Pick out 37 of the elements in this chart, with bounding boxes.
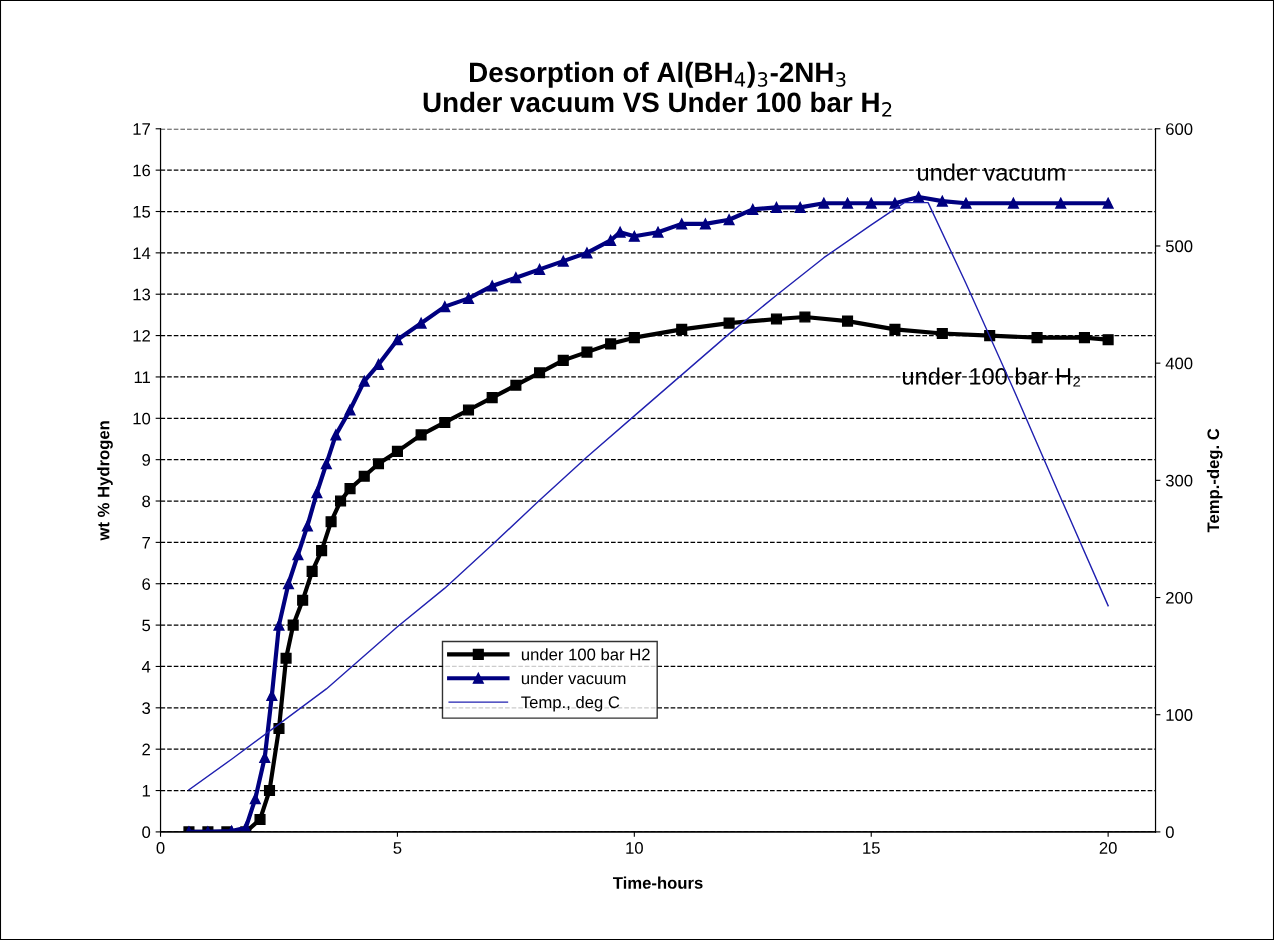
y2-tick-label: 200 xyxy=(1166,591,1193,604)
y2-tick-label: 100 xyxy=(1166,709,1193,721)
y-tick-label: 1 xyxy=(142,785,150,797)
x-tick-label: 5 xyxy=(393,842,402,854)
x-axis-title: Time-hours xyxy=(612,876,703,889)
y-tick-label: 8 xyxy=(142,495,151,508)
y2-tick-label: 400 xyxy=(1165,357,1193,370)
y-tick-label: 14 xyxy=(133,247,151,259)
y2-tick-label: 500 xyxy=(1165,240,1193,253)
y-tick-label: 13 xyxy=(133,288,151,301)
chart-title: Desorption of Al(BH$_{4}$)$_{3}$-2NH$_{3}$ Under vacuum VS Under 100 bar H$_{2}$ xyxy=(423,61,892,117)
y2-tick-label: 0 xyxy=(1165,826,1174,839)
legend-label: Temp., deg C xyxy=(521,695,620,712)
y-tick-label: 9 xyxy=(142,454,151,466)
y-tick-label: 11 xyxy=(134,371,150,383)
y-tick-label: 12 xyxy=(133,329,150,342)
y-tick-label: 17 xyxy=(133,123,150,135)
legend-label: under 100 bar H2 xyxy=(521,648,650,661)
x-tick-label: 10 xyxy=(626,842,643,854)
x-tick-label: 0 xyxy=(156,842,165,854)
y-tick-label: 2 xyxy=(142,743,150,756)
y2-tick-label: 300 xyxy=(1165,474,1193,487)
y-tick-label: 0 xyxy=(142,826,151,839)
y2-axis-title: Temp.-deg. C xyxy=(1206,428,1223,533)
y-tick-label: 6 xyxy=(142,578,151,590)
x-tick-label: 15 xyxy=(863,842,880,854)
x-tick-label: 20 xyxy=(1099,842,1117,854)
y-tick-label: 5 xyxy=(142,619,151,632)
legend-label: under vacuum xyxy=(521,672,626,685)
y-tick-label: 16 xyxy=(133,164,151,177)
y2-tick-label: 600 xyxy=(1166,123,1193,135)
y-tick-label: 10 xyxy=(133,412,151,425)
y-axis-title: wt % Hydrogen xyxy=(97,421,113,541)
y-tick-label: 3 xyxy=(142,702,151,715)
y-tick-label: 4 xyxy=(141,661,151,673)
y-tick-label: 7 xyxy=(142,536,150,549)
y-tick-label: 15 xyxy=(133,206,151,218)
